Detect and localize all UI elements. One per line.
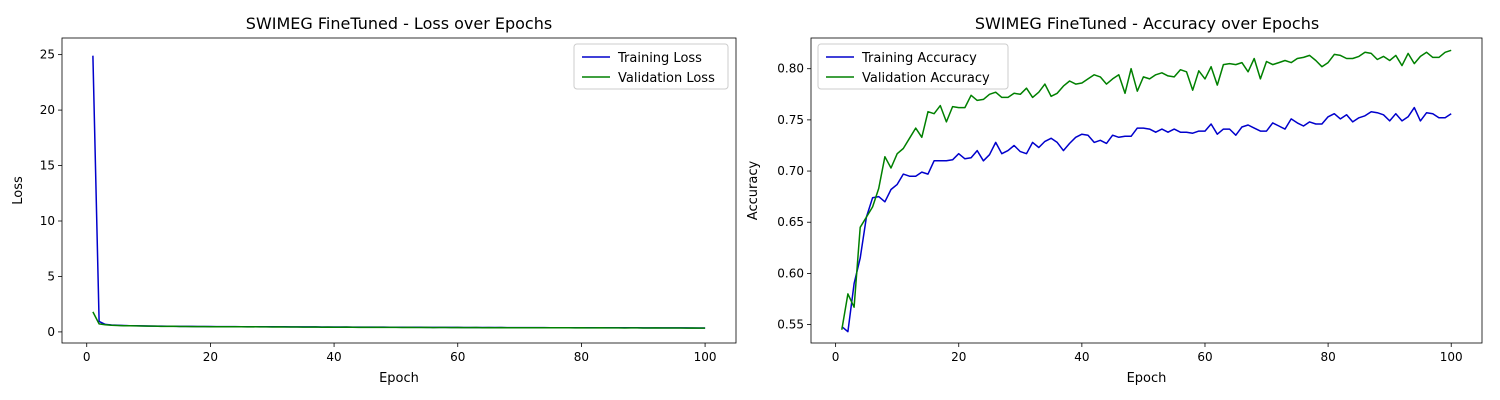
x-tick-label: 0 <box>832 350 840 364</box>
y-tick-label: 0 <box>47 325 55 339</box>
loss-chart-title: SWIMEG FineTuned - Loss over Epochs <box>246 14 552 33</box>
legend-box <box>573 43 729 90</box>
series-line-validation-accuracy <box>841 49 1452 330</box>
x-tick-label: 0 <box>83 350 91 364</box>
legend-label: Validation Loss <box>618 71 715 86</box>
legend-label: Validation Accuracy <box>862 71 990 86</box>
series-line-training-loss <box>92 55 706 329</box>
y-tick-label: 0.55 <box>777 318 804 332</box>
x-tick-label: 60 <box>450 350 465 364</box>
y-tick-label: 0.75 <box>777 113 804 127</box>
x-tick-label: 100 <box>694 350 717 364</box>
x-tick-label: 20 <box>951 350 966 364</box>
legend-box <box>817 43 1009 90</box>
series-line-training-accuracy <box>841 106 1452 333</box>
y-axis-label: Accuracy <box>746 161 761 221</box>
loss-chart: SWIMEG FineTuned - Loss over Epochs 0 20 4… <box>11 14 737 386</box>
accuracy-chart: SWIMEG FineTuned - Accuracy over Epochs … <box>746 14 1483 386</box>
y-tick-label: 0.60 <box>777 266 804 280</box>
y-tick-label: 10 <box>40 214 55 228</box>
x-tick-label: 80 <box>1320 350 1335 364</box>
plot-frame <box>61 37 737 344</box>
x-tick-label: 20 <box>203 350 218 364</box>
x-tick-label: 80 <box>574 350 589 364</box>
y-tick-label: 20 <box>40 103 55 117</box>
x-tick-label: 40 <box>1074 350 1089 364</box>
x-tick-label: 40 <box>326 350 341 364</box>
legend-label: Training Loss <box>617 51 702 66</box>
accuracy-chart-title: SWIMEG FineTuned - Accuracy over Epochs <box>975 14 1319 33</box>
y-tick-label: 5 <box>47 269 55 283</box>
y-tick-label: 0.80 <box>777 62 804 76</box>
series-line-validation-loss <box>92 311 706 329</box>
y-tick-label: 25 <box>40 48 55 62</box>
y-tick-label: 15 <box>40 159 55 173</box>
plot-frame <box>810 37 1483 344</box>
legend-label: Training Accuracy <box>861 51 977 66</box>
x-axis-label: Epoch <box>1127 371 1167 386</box>
y-tick-label: 0.65 <box>777 215 804 229</box>
x-tick-label: 100 <box>1440 350 1463 364</box>
x-axis-label: Epoch <box>379 371 419 386</box>
y-tick-label: 0.70 <box>777 164 804 178</box>
y-axis-label: Loss <box>11 176 26 205</box>
x-tick-label: 60 <box>1197 350 1212 364</box>
